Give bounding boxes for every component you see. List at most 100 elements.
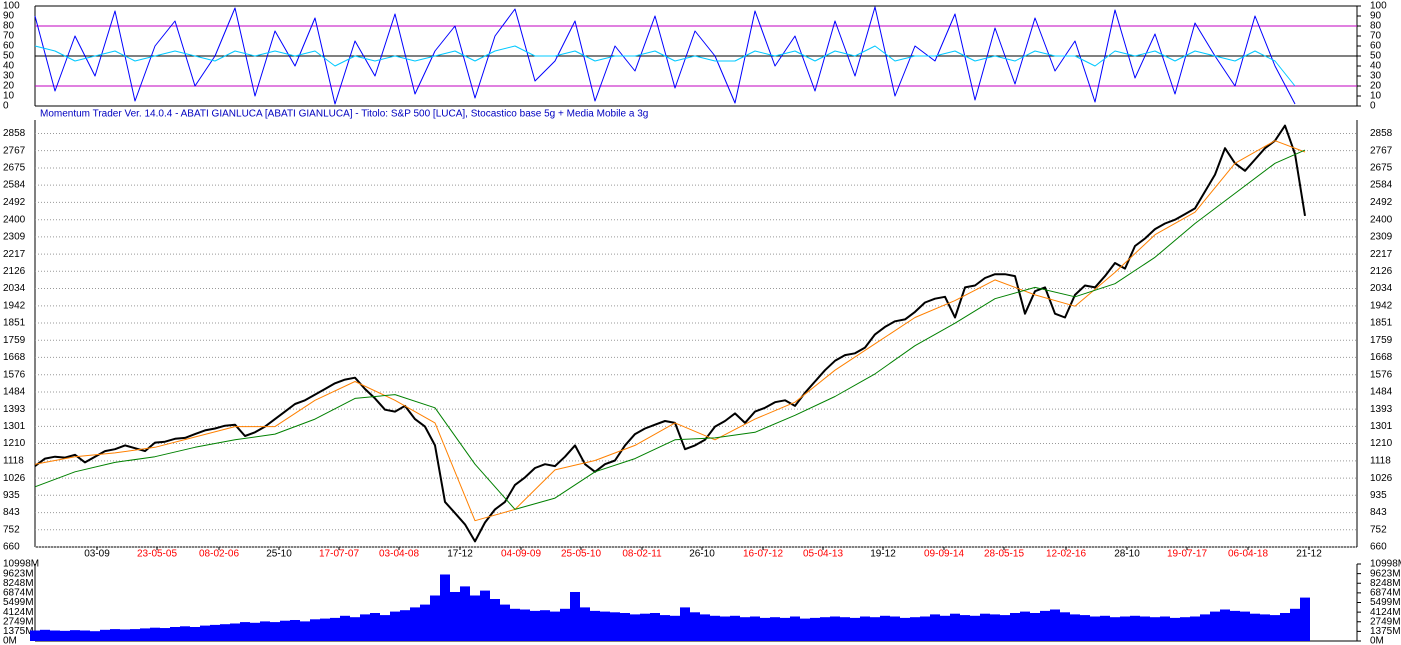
y-tick-label-right: 10 (1370, 91, 1382, 102)
y-tick-label-right: 1942 (1370, 300, 1393, 311)
y-tick-label-right: 50 (1370, 51, 1382, 62)
bar (840, 617, 850, 641)
y-tick-label-right: 8248M (1370, 578, 1401, 589)
y-tick-label: 1026 (3, 473, 26, 484)
bar (170, 626, 180, 641)
bar (650, 612, 660, 641)
y-tick-label: 1118 (3, 455, 24, 466)
bar (700, 614, 710, 641)
x-tick-label: 05-04-13 (803, 549, 843, 560)
y-tick-label: 30 (3, 71, 15, 82)
x-tick-label: 04-09-09 (501, 549, 541, 560)
y-tick-label: 1668 (3, 352, 26, 363)
y-tick-label: 1393 (3, 404, 26, 415)
y-tick-label: 2492 (3, 197, 26, 208)
bar (60, 630, 70, 641)
bar (1230, 610, 1240, 641)
bar (1150, 617, 1160, 641)
y-tick-label-right: 20 (1370, 81, 1382, 92)
bar (560, 608, 570, 641)
bar (50, 630, 60, 641)
bar (330, 617, 340, 641)
y-tick-label: 2749M (3, 616, 34, 627)
y-tick-label-right: 1118 (1370, 455, 1391, 466)
bar (360, 614, 370, 641)
y-tick-label-right: 660 (1370, 542, 1387, 553)
bar (220, 624, 230, 641)
bar (930, 614, 940, 641)
bar (880, 615, 890, 641)
bar (680, 607, 690, 641)
bar (1120, 616, 1130, 641)
bar (270, 622, 280, 641)
bar (970, 615, 980, 641)
y-tick-label-right: 2126 (1370, 266, 1393, 277)
bar (1300, 597, 1310, 641)
y-tick-label-right: 1026 (1370, 473, 1393, 484)
bar (280, 620, 290, 641)
y-tick-label: 5499M (3, 597, 34, 608)
bar (350, 617, 360, 641)
y-tick-label-right: 1210 (1370, 438, 1393, 449)
bar (410, 607, 420, 641)
y-tick-label-right: 1851 (1370, 318, 1393, 329)
bar (1160, 616, 1170, 641)
y-tick-label: 90 (3, 11, 15, 22)
bar (1090, 616, 1100, 641)
bar (1030, 612, 1040, 641)
bar (790, 616, 800, 641)
y-tick-label: 80 (3, 21, 15, 32)
y-tick-label-right: 1301 (1370, 421, 1393, 432)
y-tick-label: 2858 (3, 128, 26, 139)
bar (740, 617, 750, 641)
bar (30, 630, 40, 641)
bar (1010, 612, 1020, 641)
y-tick-label-right: 30 (1370, 71, 1382, 82)
bar (290, 619, 300, 641)
bar (800, 618, 810, 641)
bar (230, 623, 240, 641)
bar (100, 629, 110, 641)
bar (1240, 611, 1250, 641)
bar (460, 586, 470, 641)
x-tick-label: 12-02-16 (1046, 549, 1086, 560)
x-tick-label: 28-05-15 (984, 549, 1024, 560)
bar (600, 611, 610, 641)
y-tick-label: 9623M (3, 568, 34, 579)
bar (430, 595, 440, 641)
y-tick-label: 1942 (3, 300, 26, 311)
series-line (34, 45, 1296, 87)
bar (510, 608, 520, 641)
y-tick-label: 10998M (3, 559, 39, 570)
y-tick-label: 1210 (3, 438, 26, 449)
bar (440, 574, 450, 641)
y-tick-label: 4124M (3, 607, 34, 618)
y-tick-label-right: 90 (1370, 11, 1382, 22)
bar (640, 613, 650, 641)
bar (240, 622, 250, 641)
y-tick-label-right: 2492 (1370, 197, 1393, 208)
bar (210, 624, 220, 641)
y-tick-label-right: 2309 (1370, 231, 1393, 242)
bar (200, 625, 210, 641)
bar (550, 611, 560, 641)
y-tick-label: 1759 (3, 335, 26, 346)
y-tick-label-right: 6874M (1370, 588, 1401, 599)
bar (130, 629, 140, 641)
y-tick-label: 1375M (3, 626, 34, 637)
y-tick-label: 1576 (3, 369, 26, 380)
bar (960, 615, 970, 641)
y-tick-label: 10 (3, 91, 15, 102)
bar (910, 617, 920, 641)
bar (1100, 615, 1110, 641)
bar (1290, 608, 1300, 641)
bar (120, 629, 130, 641)
bar (1200, 614, 1210, 641)
y-tick-label-right: 935 (1370, 490, 1387, 501)
bar (260, 621, 270, 641)
bar (770, 617, 780, 641)
bar (950, 613, 960, 641)
bar (110, 629, 120, 641)
y-tick-label-right: 100 (1370, 1, 1387, 12)
